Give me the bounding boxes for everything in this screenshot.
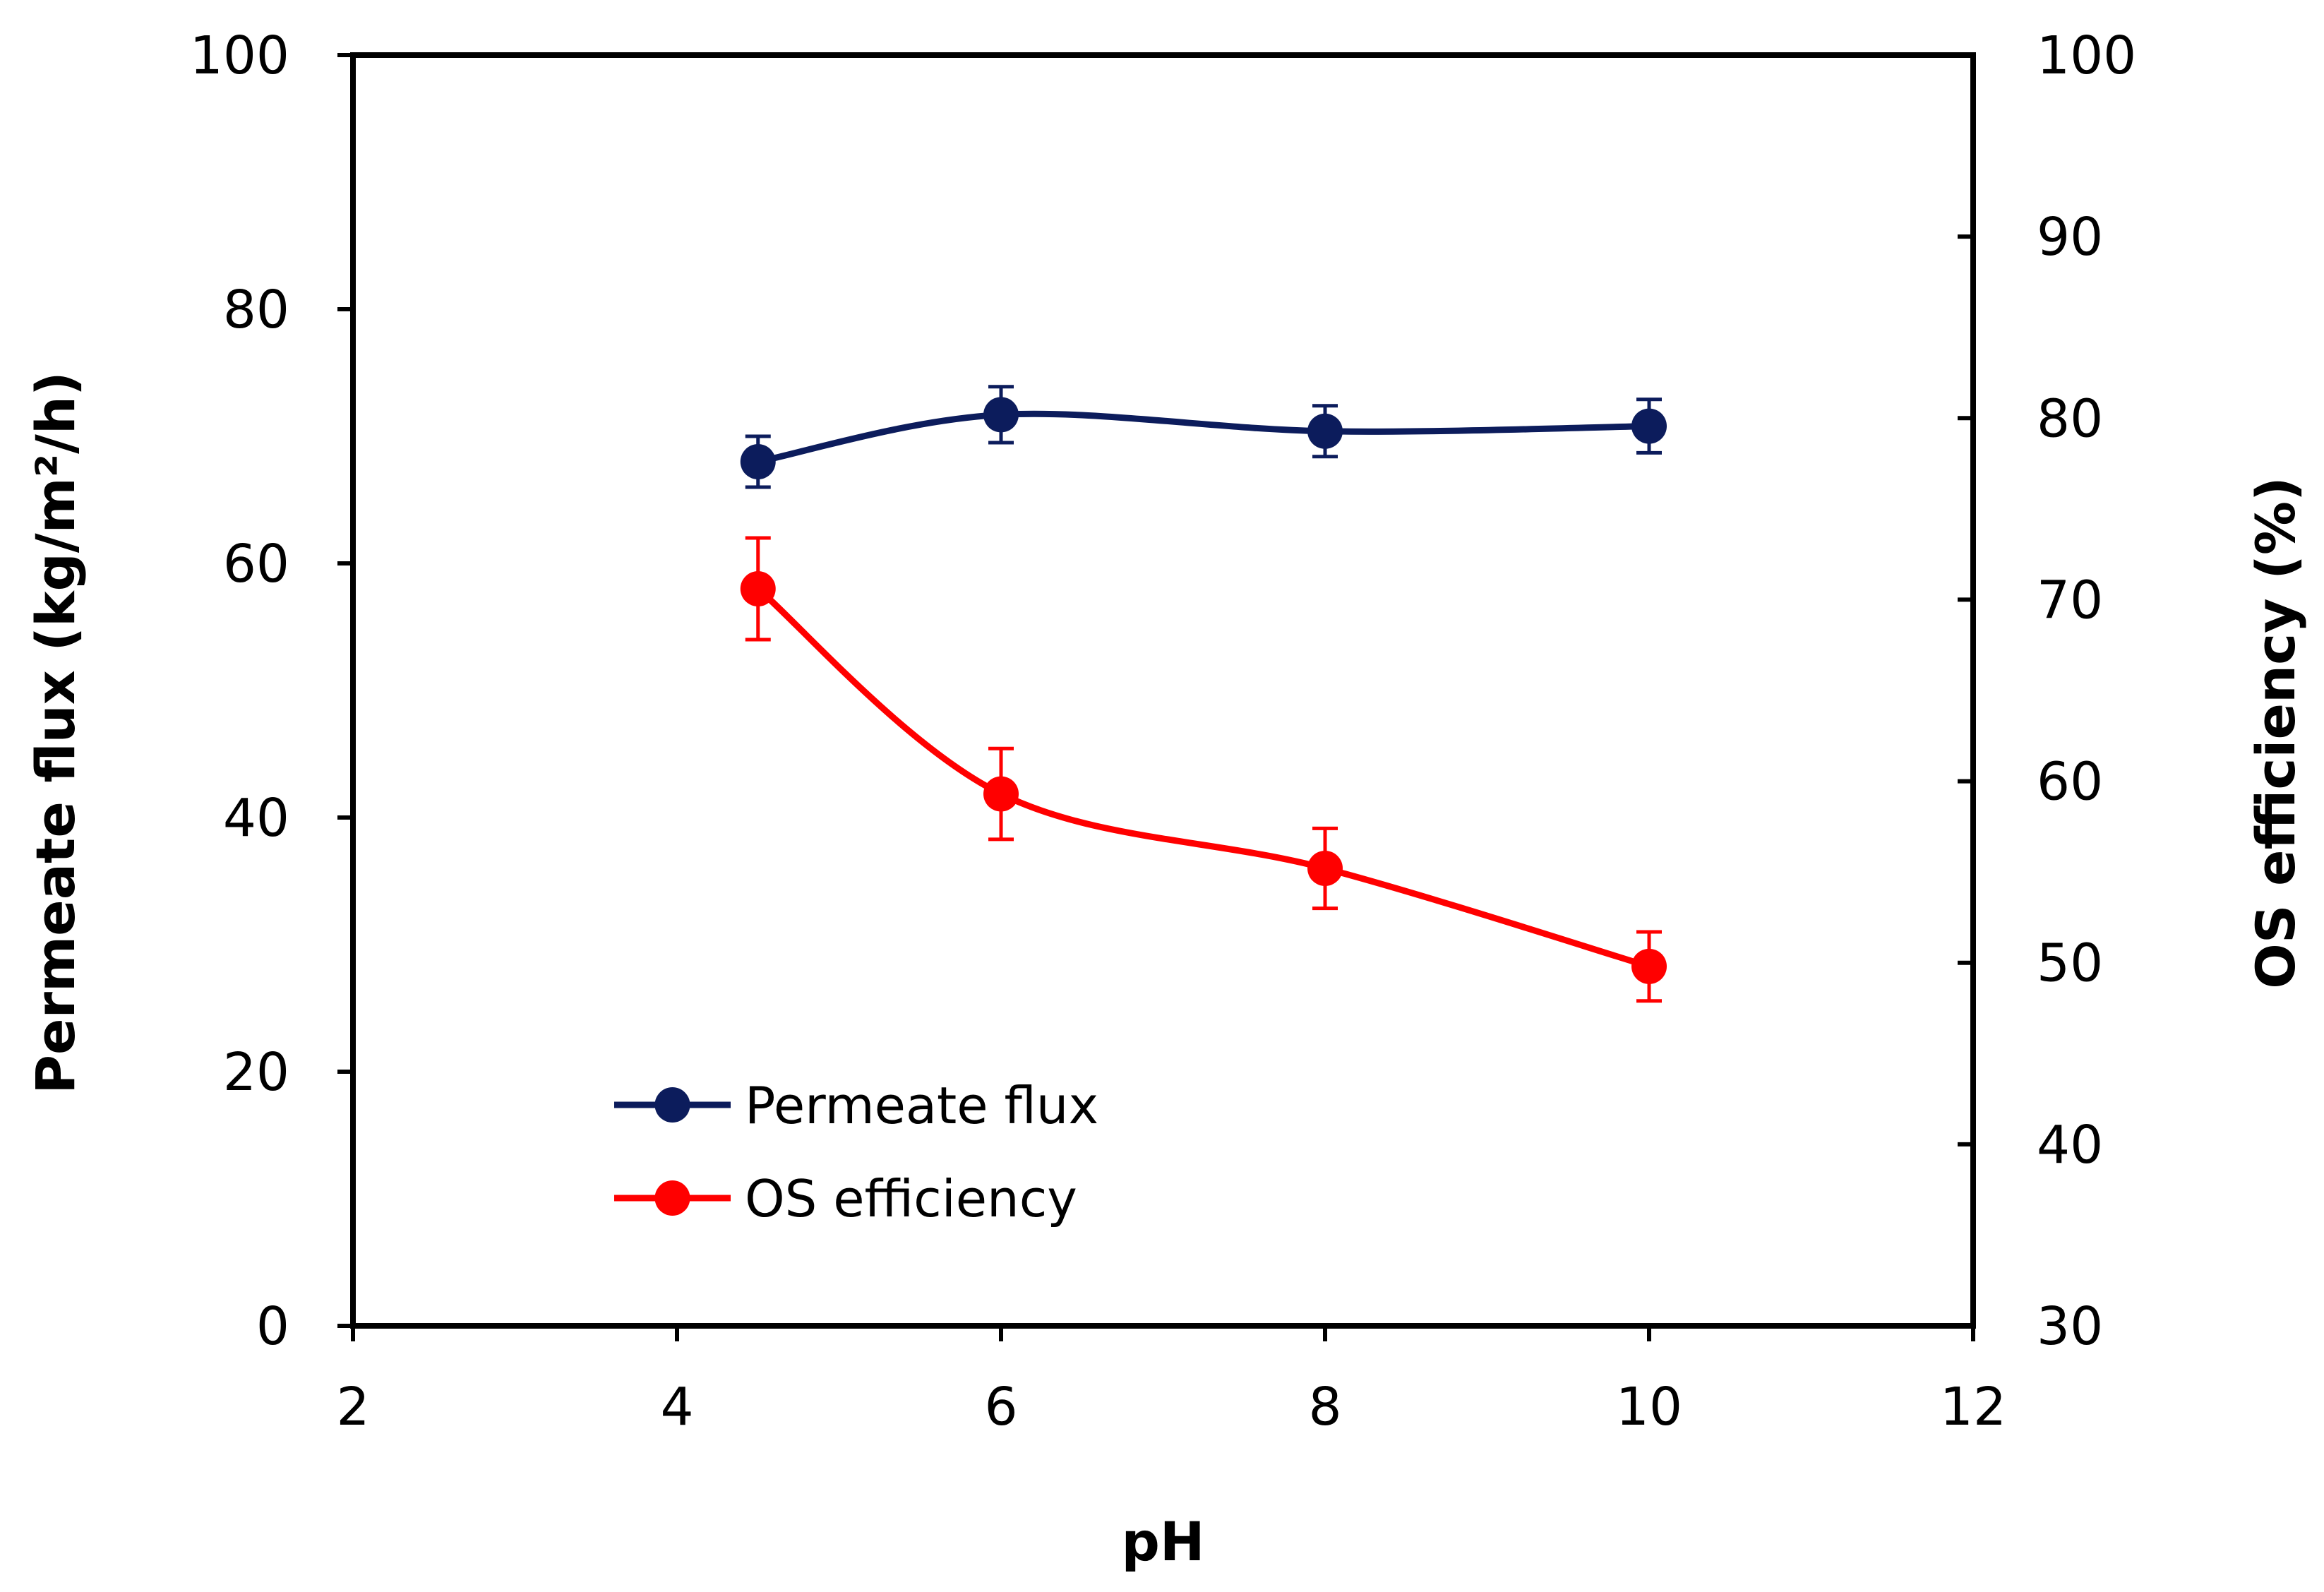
ticks: 2 4 6 8 10 12 0 20 40 60 80 100 30 40 50 60 70 80 90 100 [190, 25, 2137, 1437]
series [740, 385, 1667, 1003]
os-efficiency-point [1631, 948, 1667, 984]
y2-tick-label: 40 [2037, 1115, 2103, 1175]
x-tick-label: 6 [984, 1377, 1017, 1437]
y2-tick-label: 60 [2037, 752, 2103, 813]
y2-tick-label: 80 [2037, 388, 2103, 449]
y2-axis-title: OS efficiency (%) [2244, 477, 2307, 989]
legend-label: OS efficiency [745, 1169, 1077, 1228]
permeate-flux-point [740, 444, 776, 479]
permeate-flux-line [755, 410, 1653, 465]
y-tick-label: 40 [223, 788, 289, 849]
x-tick-label: 12 [1940, 1377, 2006, 1437]
os-efficiency-point [1307, 851, 1343, 886]
x-tick-label: 10 [1616, 1377, 1682, 1437]
y2-tick-label: 30 [2037, 1296, 2103, 1357]
series-os-efficiency [740, 536, 1667, 1003]
os-efficiency-line [755, 585, 1653, 970]
legend-marker [654, 1087, 690, 1123]
legend-item-os-efficiency: OS efficiency [614, 1169, 1077, 1228]
y-axis-title: Permeate flux (kg/m²/h) [24, 371, 87, 1094]
permeate-flux-point [1307, 413, 1343, 449]
series-permeate-flux [740, 385, 1667, 489]
y-tick-label: 60 [223, 534, 289, 594]
y-tick-label: 100 [190, 25, 289, 86]
x-tick-label: 2 [336, 1377, 369, 1437]
y-tick-label: 80 [223, 280, 289, 340]
y2-tick-label: 90 [2037, 207, 2103, 268]
plot-frame [350, 52, 1976, 1329]
y-tick-label: 0 [256, 1296, 289, 1357]
legend-label: Permeate flux [745, 1076, 1098, 1135]
os-efficiency-point [740, 571, 776, 606]
legend-item-permeate-flux: Permeate flux [614, 1076, 1098, 1135]
x-axis-title: pH [1121, 1510, 1204, 1573]
y2-tick-label: 70 [2037, 570, 2103, 630]
os-efficiency-point [983, 776, 1019, 812]
x-tick-label: 8 [1308, 1377, 1341, 1437]
axes [350, 52, 1976, 1329]
legend-marker [654, 1180, 690, 1216]
y2-tick-label: 100 [2037, 25, 2136, 86]
legend: Permeate flux OS efficiency [614, 1076, 1098, 1228]
x-tick-label: 4 [660, 1377, 693, 1437]
permeate-flux-point [1631, 408, 1667, 444]
permeate-flux-point [983, 397, 1019, 433]
y-tick-label: 20 [223, 1042, 289, 1103]
y2-tick-label: 50 [2037, 933, 2103, 994]
